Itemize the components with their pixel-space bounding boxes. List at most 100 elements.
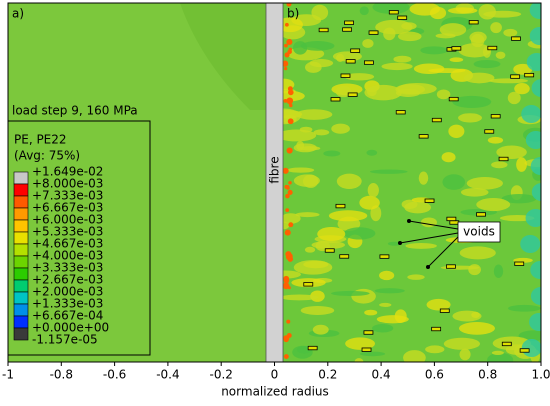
legend-label: +4.667e-03 [32, 237, 103, 251]
legend-label: -1.157e-05 [32, 333, 98, 347]
annotation-box [457, 221, 501, 243]
void [350, 48, 361, 53]
contour-patch [452, 310, 482, 322]
void [324, 248, 335, 253]
contour-patch [526, 53, 541, 71]
legend-label: +1.333e-03 [32, 297, 103, 311]
contour-patch [313, 129, 330, 136]
contour-patch [473, 59, 501, 69]
void [339, 254, 350, 259]
contour-patch [442, 174, 466, 190]
void [347, 92, 358, 97]
fibre-label: fibre [268, 156, 282, 183]
void [368, 30, 379, 35]
void [487, 45, 498, 51]
void [344, 20, 354, 25]
contour-patch [312, 324, 329, 335]
legend-swatch [13, 219, 29, 233]
contour-patch [420, 217, 437, 228]
contour-patch [516, 157, 527, 172]
contour-patch [331, 123, 350, 134]
legend-label: +2.667e-03 [32, 273, 103, 287]
void [342, 27, 353, 32]
contour-patch [530, 287, 541, 305]
x-tick-label: -0.8 [50, 368, 73, 382]
void [519, 348, 530, 353]
legend-swatch [13, 231, 29, 245]
legend-swatch [13, 267, 29, 281]
contour-patch [459, 348, 471, 361]
contour-patch [393, 55, 412, 63]
x-tick-label: 0.8 [478, 368, 497, 382]
void [345, 59, 356, 64]
contour-patch [285, 22, 289, 27]
void [514, 261, 525, 266]
void [364, 60, 374, 65]
contour-patch [531, 183, 541, 201]
contour-patch [288, 89, 294, 96]
contour-patch [283, 108, 301, 125]
contour-patch [397, 31, 422, 42]
legend-label: +8.000e-03 [32, 177, 103, 191]
void [484, 129, 495, 134]
contour-patch [495, 51, 506, 59]
contour-patch [300, 41, 335, 51]
void [307, 345, 318, 351]
contour-patch [287, 167, 315, 173]
contour-patch [503, 28, 518, 37]
void [449, 220, 460, 225]
contour-patch [304, 246, 316, 253]
contour-patch [296, 141, 305, 151]
contour-patch [299, 146, 321, 151]
legend-swatch [13, 255, 29, 269]
contour-patch [507, 304, 541, 312]
legend-label: +0.000e+00 [32, 321, 109, 335]
contour-patch [463, 72, 495, 84]
contour-patch [513, 63, 533, 75]
contour-patch [287, 189, 293, 195]
contour-patch [395, 84, 426, 95]
contour-patch [328, 210, 368, 222]
contour-patch [287, 286, 291, 290]
contour-patch [491, 350, 504, 355]
x-tick-label: -1 [2, 368, 14, 382]
annotation: voids [463, 225, 495, 239]
legend-swatch [13, 171, 29, 185]
subtitle: load step 9, 160 MPa [12, 104, 138, 118]
legend-label: +7.333e-03 [32, 189, 103, 203]
contour-patch [426, 298, 451, 311]
contour-patch [458, 322, 495, 335]
contour-patch [375, 19, 413, 35]
void [476, 212, 486, 217]
contour-patches [283, 3, 541, 362]
contour-patch [491, 161, 508, 169]
annotation-arrows [399, 220, 459, 268]
x-tick-label: -0.6 [103, 368, 126, 382]
contour-patch [530, 261, 541, 279]
void [490, 114, 501, 119]
contour-patch [299, 126, 313, 133]
contour-patch [449, 57, 464, 63]
contour-patch [441, 152, 456, 163]
contour-patch [372, 323, 394, 333]
legend-label: +2.000e-03 [32, 285, 103, 299]
contour-patch [483, 10, 522, 18]
contour-patch [367, 182, 379, 198]
void [439, 308, 450, 313]
contour-patch [286, 147, 293, 154]
contour-patch [286, 332, 292, 338]
void [379, 254, 390, 259]
contour-patch [496, 145, 527, 159]
void [446, 264, 456, 269]
contour-patch [335, 85, 352, 98]
void [318, 27, 329, 33]
contour-patch [379, 270, 395, 281]
contour-patch [311, 240, 346, 250]
contour-patch [458, 43, 491, 58]
contour-patch [525, 131, 541, 149]
contour-patch [286, 186, 290, 190]
x-tick-label: 0 [271, 368, 279, 382]
contour-patch [387, 241, 402, 246]
contour-patch [366, 149, 378, 156]
contour-patch [520, 235, 541, 253]
